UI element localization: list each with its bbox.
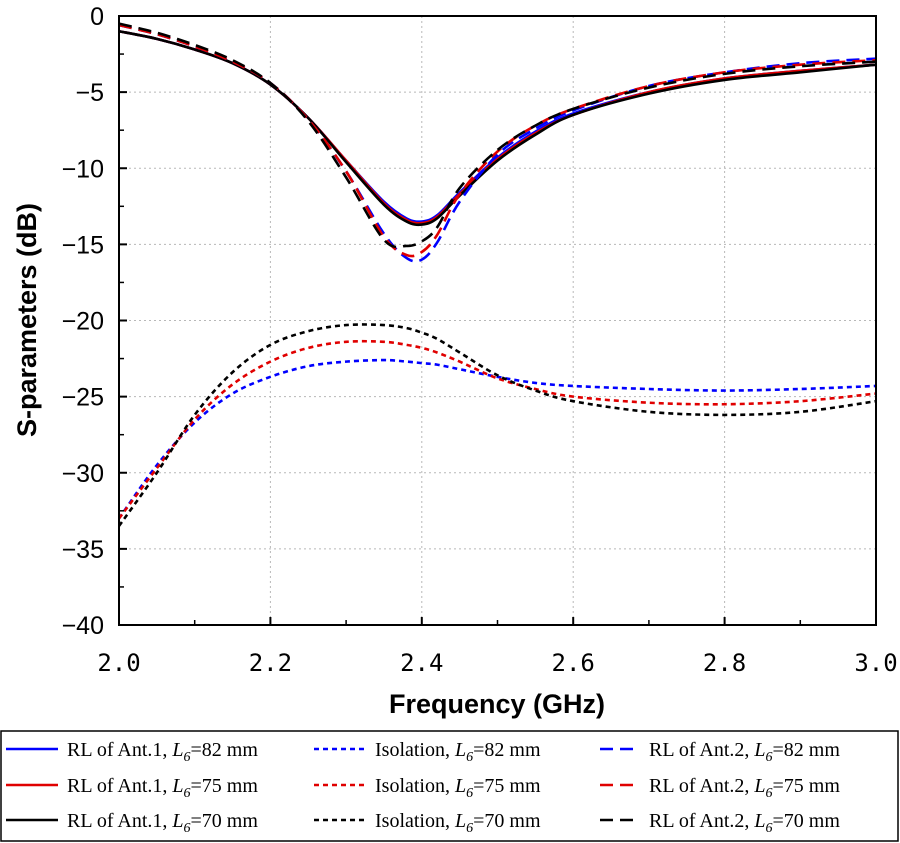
legend: RL of Ant.1, L6=82 mm Isolation, L6=82 mm… <box>0 730 899 842</box>
x-tick-label: 2.2 <box>249 649 292 677</box>
y-axis-title: S-parameters (dB) <box>12 203 42 437</box>
legend-entry-label: RL of Ant.1, L6=70 mm <box>67 810 258 836</box>
x-tick-label: 2.4 <box>400 649 443 677</box>
x-tick-label: 3.0 <box>854 649 897 677</box>
y-tick-label: −35 <box>62 536 104 564</box>
legend-entry-label: Isolation, L6=82 mm <box>375 739 541 765</box>
y-tick-label: −40 <box>62 612 104 640</box>
legend-entry-label: RL of Ant.2, L6=75 mm <box>649 775 840 801</box>
y-tick-label: −25 <box>62 384 104 412</box>
x-tick-label: 2.0 <box>97 649 140 677</box>
series-line-6 <box>117 323 877 527</box>
y-tick-label: −15 <box>62 231 104 259</box>
legend-box <box>0 730 899 842</box>
series-lines <box>117 22 877 527</box>
series-line-8 <box>118 23 877 258</box>
x-axis-title: Frequency (GHz) <box>389 689 605 719</box>
series-line-4 <box>117 358 877 520</box>
y-tick-label: −20 <box>62 308 104 336</box>
series-line-3 <box>118 29 877 227</box>
y-tick-label: −10 <box>62 155 104 183</box>
y-tick-label: −5 <box>75 79 104 107</box>
legend-entry-label: RL of Ant.1, L6=75 mm <box>67 775 258 801</box>
grid <box>119 16 876 625</box>
legend-entry-label: RL of Ant.2, L6=70 mm <box>649 810 840 836</box>
legend-entry-label: Isolation, L6=75 mm <box>375 775 541 801</box>
legend-entry-label: Isolation, L6=70 mm <box>375 810 541 836</box>
y-tick-label: −30 <box>62 460 104 488</box>
series-line-5 <box>117 339 877 520</box>
axis-ticks: 2.0 2.2 2.4 2.6 2.8 3.0 0 −5 −10 −15 −20 −25 −30 −35 −… <box>62 3 898 677</box>
legend-entry-label: RL of Ant.2, L6=82 mm <box>649 739 840 765</box>
x-tick-label: 2.8 <box>703 649 746 677</box>
x-tick-label: 2.6 <box>552 649 595 677</box>
legend-entry-label: RL of Ant.1, L6=82 mm <box>67 739 258 765</box>
y-tick-label: 0 <box>90 3 104 31</box>
